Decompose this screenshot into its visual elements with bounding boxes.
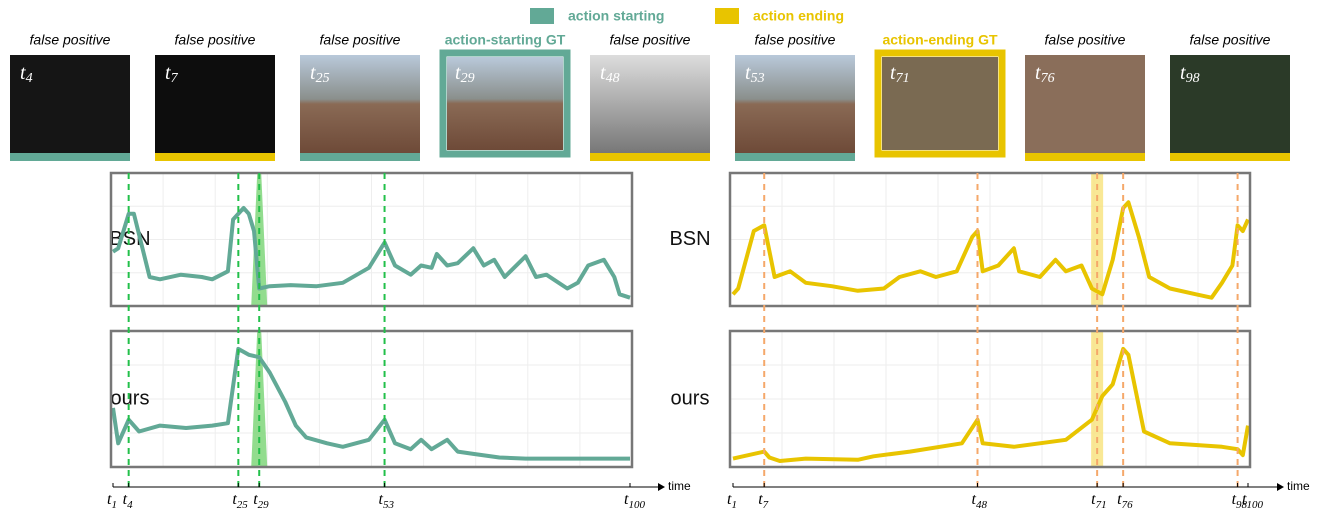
subscript: 29: [461, 71, 475, 86]
tick-label: t48: [971, 491, 987, 511]
subscript: 71: [896, 71, 910, 86]
subscript: 1: [731, 499, 737, 511]
thumbnail-caption: false positive: [1190, 32, 1271, 48]
thumbnail-caption: false positive: [1045, 32, 1126, 48]
legend-label: action starting: [568, 8, 664, 24]
axis-arrow: [1277, 483, 1284, 491]
subscript: 48: [976, 499, 988, 511]
subscript: 76: [1122, 499, 1134, 511]
axis-arrow: [658, 483, 665, 491]
tick-label: t71: [1091, 491, 1106, 511]
thumbnail-image: [10, 55, 130, 153]
subscript: 98: [1186, 71, 1200, 86]
thumbnail-caption: false positive: [175, 32, 256, 48]
axis-label: time: [668, 479, 691, 493]
thumbnail-bar: [10, 153, 130, 161]
subscript: 100: [628, 499, 645, 511]
tick-label: t25: [232, 491, 248, 511]
thumbnail-image: [1170, 55, 1290, 153]
subscript: 25: [237, 499, 249, 511]
thumbnail-bar: [1025, 153, 1145, 161]
subscript: 1: [111, 499, 117, 511]
thumbnail-caption: false positive: [610, 32, 691, 48]
subscript: 71: [1096, 499, 1107, 511]
axis-label: time: [1287, 479, 1310, 493]
gt-caption: action-ending GT: [882, 32, 998, 48]
thumbnail-bar: [1170, 153, 1290, 161]
legend-swatch: [530, 8, 554, 24]
tick-label: t4: [123, 491, 133, 511]
thumbnail-bar: [155, 153, 275, 161]
tick-label: t7: [758, 491, 768, 511]
subscript: 4: [127, 499, 133, 511]
thumbnail-image: [735, 55, 855, 153]
thumbnail-bar: [300, 153, 420, 161]
tick-label: t29: [253, 491, 269, 511]
subscript: 7: [171, 71, 179, 86]
row-label: BSN: [669, 228, 710, 250]
subscript: 48: [606, 71, 620, 86]
subscript: 53: [751, 71, 765, 86]
thumbnail-image: [590, 55, 710, 153]
thumbnail-bar: [735, 153, 855, 161]
subscript: 7: [763, 499, 769, 511]
legend-label: action ending: [753, 8, 844, 24]
subscript: 29: [258, 499, 270, 511]
thumbnail-caption: false positive: [320, 32, 401, 48]
subscript: 4: [26, 71, 33, 86]
subscript: 25: [316, 71, 330, 86]
thumbnail-image: [1025, 55, 1145, 153]
tick-label: t100: [1242, 491, 1263, 511]
thumbnail-image: [300, 55, 420, 153]
thumbnail-bar: [590, 153, 710, 161]
legend-swatch: [715, 8, 739, 24]
thumbnail-caption: false positive: [30, 32, 111, 48]
gt-caption: action-starting GT: [445, 32, 566, 48]
tick-label: t1: [727, 491, 737, 511]
row-label: ours: [671, 387, 710, 409]
thumbnail-image: [155, 55, 275, 153]
tick-label: t53: [379, 491, 395, 511]
tick-label: t100: [624, 491, 645, 511]
subscript: 76: [1041, 71, 1055, 86]
row-label: BSN: [109, 228, 150, 250]
thumbnail-caption: false positive: [755, 32, 836, 48]
tick-label: t76: [1117, 491, 1133, 511]
row-label: ours: [111, 387, 150, 409]
subscript: 53: [383, 499, 395, 511]
figure: action starting action ending false positi…: [0, 0, 1317, 518]
subscript: 100: [1246, 499, 1263, 511]
tick-label: t1: [107, 491, 117, 511]
